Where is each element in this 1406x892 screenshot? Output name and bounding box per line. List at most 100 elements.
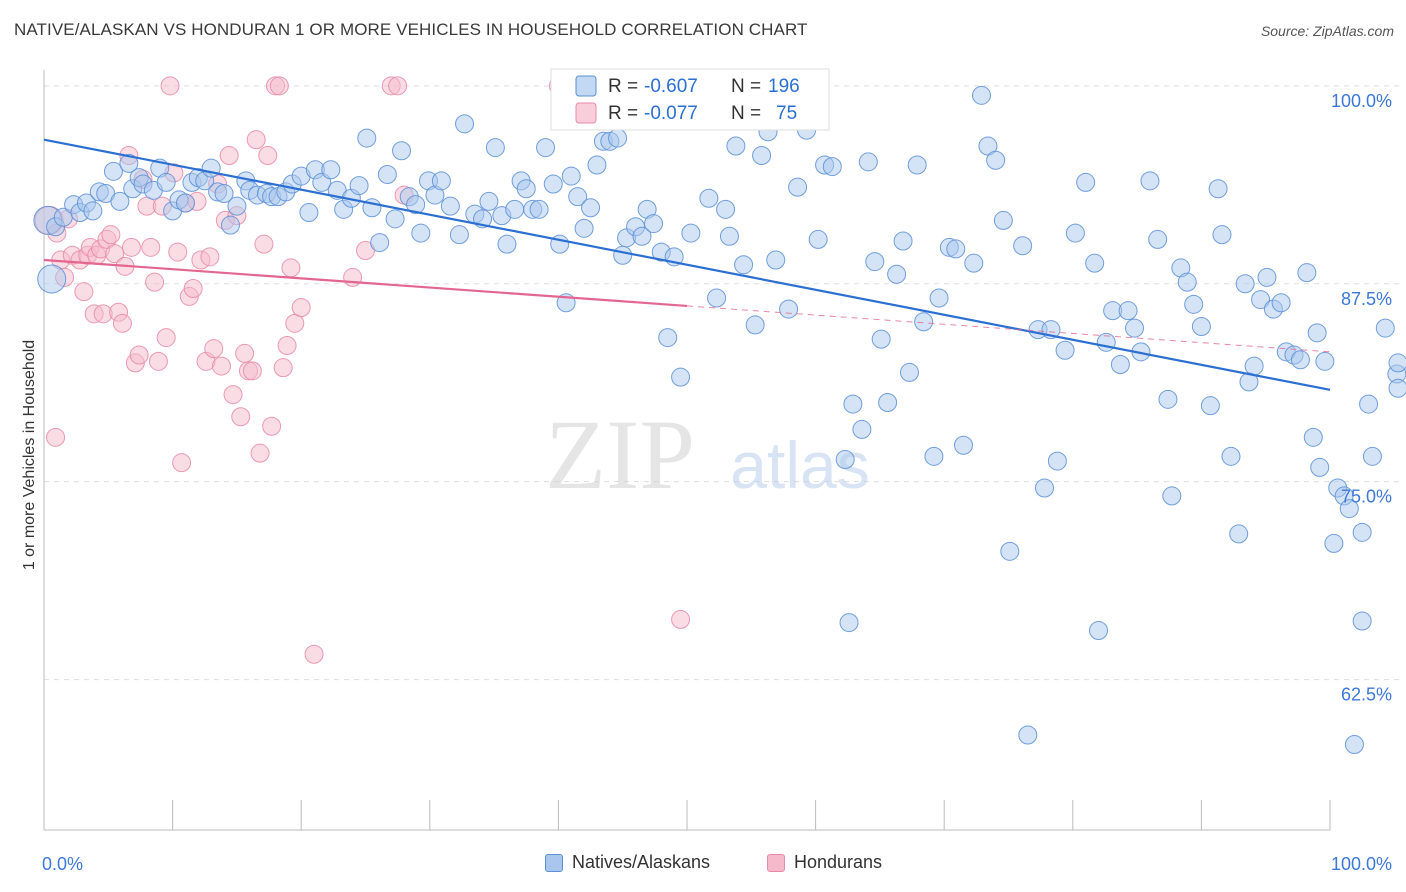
native-point <box>788 177 808 197</box>
native-point <box>1184 294 1204 314</box>
y-tick-label: 75.0% <box>1341 487 1392 507</box>
honduran-point <box>262 416 282 436</box>
native-point <box>726 136 746 156</box>
native-point <box>1344 735 1364 754</box>
honduran-point <box>291 298 311 317</box>
legend-swatch-natives-bottom <box>545 853 563 872</box>
watermark: ZIP atlas <box>545 399 870 510</box>
honduran-point <box>101 225 121 245</box>
native-point <box>568 187 588 207</box>
legend-hondurans-n-label: N = <box>731 103 761 124</box>
native-point <box>497 234 517 254</box>
native-point <box>411 223 431 243</box>
native-point <box>1221 446 1241 466</box>
legend-swatch-hondurans-bottom <box>767 853 785 872</box>
native-point <box>964 253 984 273</box>
chart-title: NATIVE/ALASKAN VS HONDURAN 1 OR MORE VEH… <box>14 20 808 39</box>
native-point <box>516 179 536 199</box>
legend-swatch-natives <box>575 75 597 97</box>
source-credit: Source: ZipAtlas.com <box>1260 23 1394 39</box>
native-point <box>1177 272 1197 292</box>
native-point <box>349 176 369 196</box>
honduran-point <box>145 272 165 292</box>
native-point <box>574 218 594 238</box>
native-point <box>1251 290 1271 310</box>
honduran-point <box>281 258 301 278</box>
honduran-point <box>204 339 224 359</box>
honduran-point <box>343 267 363 287</box>
native-point <box>370 233 390 253</box>
honduran-point <box>242 361 262 381</box>
native-points <box>33 85 1406 754</box>
legend-item-hondurans[interactable]: Hondurans <box>767 852 882 873</box>
native-point <box>385 209 405 229</box>
native-point <box>871 329 891 349</box>
native-point <box>1158 389 1178 409</box>
native-point <box>779 299 799 319</box>
native-point <box>835 450 855 469</box>
native-point <box>1162 486 1182 506</box>
honduran-point <box>388 76 408 96</box>
native-point <box>745 315 765 335</box>
native-point <box>1352 522 1372 542</box>
native-point <box>1359 394 1379 414</box>
native-point <box>1297 263 1317 283</box>
native-point <box>893 231 913 251</box>
native-point <box>449 225 469 245</box>
y-tick-label: 62.5% <box>1341 685 1392 705</box>
native-point <box>1307 323 1327 343</box>
honduran-point <box>231 407 251 427</box>
native-point <box>953 435 973 455</box>
native-point <box>1235 274 1255 294</box>
native-point <box>1035 478 1055 498</box>
native-point <box>843 394 863 414</box>
native-point <box>608 128 628 148</box>
native-point <box>1191 317 1211 336</box>
native-point <box>543 174 563 194</box>
native-point <box>220 215 240 235</box>
honduran-point <box>183 279 203 298</box>
native-point <box>529 199 549 219</box>
legend-label-hondurans: Hondurans <box>794 852 883 872</box>
native-point <box>1013 236 1033 256</box>
honduran-point <box>200 247 220 267</box>
honduran-point <box>141 237 161 257</box>
native-point <box>299 203 319 222</box>
native-point <box>707 288 727 308</box>
honduran-point <box>273 358 293 378</box>
native-point <box>887 264 907 284</box>
native-point <box>1257 267 1277 287</box>
native-point <box>681 223 701 243</box>
native-point <box>808 229 828 249</box>
native-point <box>1244 356 1264 376</box>
native-point <box>175 193 195 213</box>
honduran-point <box>246 130 266 150</box>
honduran-point <box>671 609 691 629</box>
native-point <box>392 141 412 161</box>
x-tick-label-min: 0.0% <box>42 854 83 874</box>
honduran-point <box>235 343 255 363</box>
honduran-point <box>46 427 66 447</box>
honduran-point <box>250 443 270 463</box>
native-point <box>699 188 719 208</box>
honduran-point <box>121 237 141 257</box>
native-point <box>455 114 475 134</box>
honduran-point <box>219 146 239 165</box>
native-point <box>1000 541 1020 561</box>
honduran-trendline-extension <box>686 305 1331 353</box>
native-point <box>1089 621 1109 640</box>
native-trendline <box>43 138 1331 391</box>
native-point <box>971 85 991 105</box>
honduran-point <box>285 313 305 333</box>
legend-hondurans-r-value: -0.077 <box>644 103 698 124</box>
honduran-point <box>168 242 188 262</box>
native-point <box>479 191 499 211</box>
legend-item-natives[interactable]: Natives/Alaskans <box>545 852 710 873</box>
native-point <box>485 138 505 158</box>
watermark-zip: ZIP <box>545 399 695 510</box>
honduran-trendline <box>43 258 688 308</box>
honduran-point <box>269 76 289 96</box>
native-point <box>719 226 739 246</box>
native-point <box>924 446 944 466</box>
native-point <box>1047 451 1067 471</box>
